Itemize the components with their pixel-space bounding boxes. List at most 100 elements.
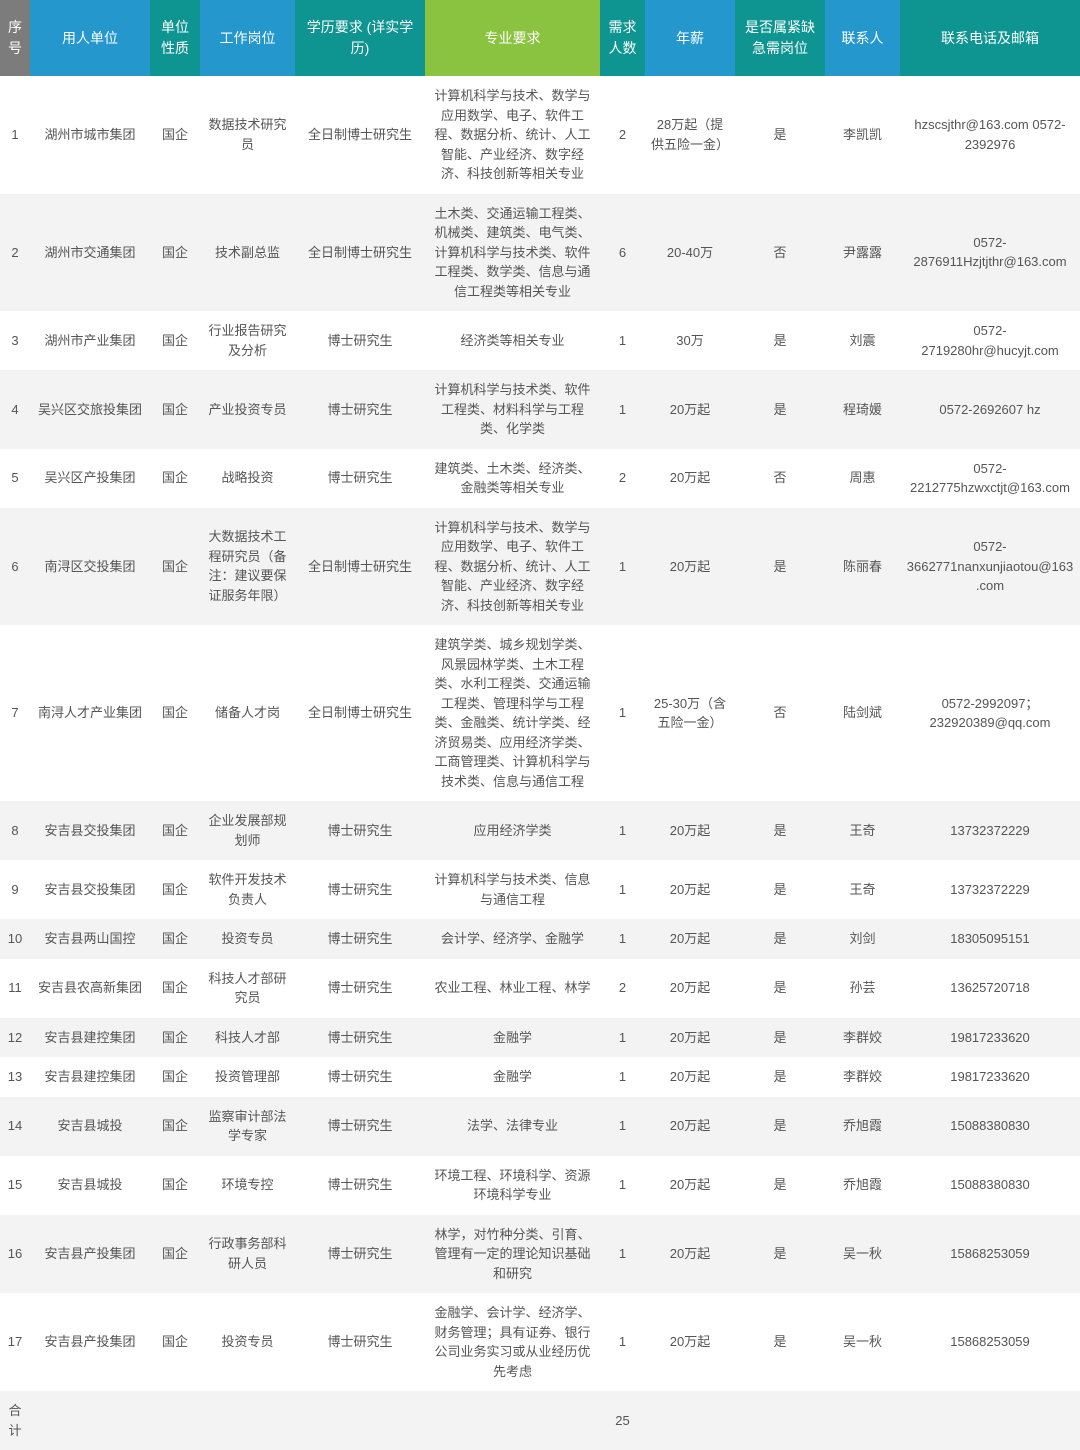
table-row: 4吴兴区交旅投集团国企产业投资专员博士研究生计算机科学与技术类、软件工程类、材料… bbox=[0, 370, 1080, 449]
cell: 金融学 bbox=[425, 1018, 600, 1058]
cell: 南浔人才产业集团 bbox=[30, 625, 150, 801]
cell: 20-40万 bbox=[645, 194, 735, 312]
cell: 科技人才部研究员 bbox=[200, 959, 295, 1018]
cell: 7 bbox=[0, 625, 30, 801]
cell: 安吉县交投集团 bbox=[30, 801, 150, 860]
cell: 储备人才岗 bbox=[200, 625, 295, 801]
cell: 全日制博士研究生 bbox=[295, 194, 425, 312]
cell: 吴兴区交旅投集团 bbox=[30, 370, 150, 449]
cell: 吴兴区产投集团 bbox=[30, 449, 150, 508]
cell: 1 bbox=[600, 370, 645, 449]
cell: 1 bbox=[600, 1293, 645, 1391]
cell: 5 bbox=[0, 449, 30, 508]
cell: 尹露露 bbox=[825, 194, 900, 312]
table-row: 15安吉县城投国企环境专控博士研究生环境工程、环境科学、资源环境科学专业120万… bbox=[0, 1156, 1080, 1215]
cell: 全日制博士研究生 bbox=[295, 76, 425, 194]
cell: 国企 bbox=[150, 1215, 200, 1294]
table-row: 11安吉县农高新集团国企科技人才部研究员博士研究生农业工程、林业工程、林学220… bbox=[0, 959, 1080, 1018]
cell: 2 bbox=[600, 449, 645, 508]
footer-total: 25 bbox=[600, 1391, 645, 1450]
cell: 国企 bbox=[150, 311, 200, 370]
cell: 博士研究生 bbox=[295, 1018, 425, 1058]
col-header-5: 专业要求 bbox=[425, 0, 600, 76]
cell: 3 bbox=[0, 311, 30, 370]
table-row: 12安吉县建控集团国企科技人才部博士研究生金融学120万起是李群姣1981723… bbox=[0, 1018, 1080, 1058]
cell: 14 bbox=[0, 1097, 30, 1156]
cell: 博士研究生 bbox=[295, 860, 425, 919]
cell: 南浔区交投集团 bbox=[30, 508, 150, 626]
cell: 陆剑斌 bbox=[825, 625, 900, 801]
cell: 经济类等相关专业 bbox=[425, 311, 600, 370]
cell: 法学、法律专业 bbox=[425, 1097, 600, 1156]
col-header-0: 序号 bbox=[0, 0, 30, 76]
cell: 国企 bbox=[150, 1097, 200, 1156]
cell: 博士研究生 bbox=[295, 311, 425, 370]
cell: 博士研究生 bbox=[295, 1156, 425, 1215]
cell: 科技人才部 bbox=[200, 1018, 295, 1058]
cell: 博士研究生 bbox=[295, 449, 425, 508]
cell: 国企 bbox=[150, 1018, 200, 1058]
cell: 17 bbox=[0, 1293, 30, 1391]
cell: 是 bbox=[735, 1018, 825, 1058]
table-row: 7南浔人才产业集团国企储备人才岗全日制博士研究生建筑学类、城乡规划学类、风景园林… bbox=[0, 625, 1080, 801]
col-header-2: 单位性质 bbox=[150, 0, 200, 76]
cell: 16 bbox=[0, 1215, 30, 1294]
cell: 计算机科学与技术类、软件工程类、材料科学与工程类、化学类 bbox=[425, 370, 600, 449]
cell: 安吉县产投集团 bbox=[30, 1293, 150, 1391]
cell: 战略投资 bbox=[200, 449, 295, 508]
cell: 国企 bbox=[150, 449, 200, 508]
cell: 乔旭霞 bbox=[825, 1156, 900, 1215]
cell: 吴一秋 bbox=[825, 1215, 900, 1294]
cell: 行业报告研究及分析 bbox=[200, 311, 295, 370]
col-header-9: 联系人 bbox=[825, 0, 900, 76]
cell: 博士研究生 bbox=[295, 1215, 425, 1294]
cell: 李群姣 bbox=[825, 1018, 900, 1058]
cell: 11 bbox=[0, 959, 30, 1018]
cell: 1 bbox=[600, 1097, 645, 1156]
cell: 国企 bbox=[150, 860, 200, 919]
cell: 大数据技术工程研究员（备注：建议要保证服务年限） bbox=[200, 508, 295, 626]
cell: 环境专控 bbox=[200, 1156, 295, 1215]
cell: 投资管理部 bbox=[200, 1057, 295, 1097]
cell: 1 bbox=[600, 1215, 645, 1294]
cell: 是 bbox=[735, 919, 825, 959]
cell: 20万起 bbox=[645, 449, 735, 508]
cell: 安吉县产投集团 bbox=[30, 1215, 150, 1294]
table-row: 3湖州市产业集团国企行业报告研究及分析博士研究生经济类等相关专业130万是刘震0… bbox=[0, 311, 1080, 370]
cell: 安吉县城投 bbox=[30, 1156, 150, 1215]
cell: 金融学 bbox=[425, 1057, 600, 1097]
cell: 0572-2719280hr@hucyjt.com bbox=[900, 311, 1080, 370]
col-header-4: 学历要求 (详实学历) bbox=[295, 0, 425, 76]
cell: 13732372229 bbox=[900, 801, 1080, 860]
cell: 否 bbox=[735, 194, 825, 312]
cell: 是 bbox=[735, 1057, 825, 1097]
cell: 28万起（提供五险一金） bbox=[645, 76, 735, 194]
cell: 国企 bbox=[150, 801, 200, 860]
cell: 湖州市交通集团 bbox=[30, 194, 150, 312]
cell: 0572-2992097；232920389@qq.com bbox=[900, 625, 1080, 801]
cell: 安吉县建控集团 bbox=[30, 1018, 150, 1058]
cell: 刘震 bbox=[825, 311, 900, 370]
cell: 20万起 bbox=[645, 1215, 735, 1294]
cell: 行政事务部科研人员 bbox=[200, 1215, 295, 1294]
cell: 计算机科学与技术、数学与应用数学、电子、软件工程、数据分析、统计、人工智能、产业… bbox=[425, 76, 600, 194]
cell: 是 bbox=[735, 508, 825, 626]
cell: 吴一秋 bbox=[825, 1293, 900, 1391]
cell: 应用经济学类 bbox=[425, 801, 600, 860]
cell: 农业工程、林业工程、林学 bbox=[425, 959, 600, 1018]
col-header-10: 联系电话及邮箱 bbox=[900, 0, 1080, 76]
cell: 博士研究生 bbox=[295, 1057, 425, 1097]
cell: 国企 bbox=[150, 370, 200, 449]
cell: 计算机科学与技术类、信息与通信工程 bbox=[425, 860, 600, 919]
cell: 1 bbox=[600, 1018, 645, 1058]
cell: 是 bbox=[735, 1097, 825, 1156]
cell: 会计学、经济学、金融学 bbox=[425, 919, 600, 959]
cell: 博士研究生 bbox=[295, 1293, 425, 1391]
cell: 9 bbox=[0, 860, 30, 919]
cell: 国企 bbox=[150, 919, 200, 959]
cell: 投资专员 bbox=[200, 919, 295, 959]
table-row: 1湖州市城市集团国企数据技术研究员全日制博士研究生计算机科学与技术、数学与应用数… bbox=[0, 76, 1080, 194]
cell: 20万起 bbox=[645, 1097, 735, 1156]
cell: 安吉县城投 bbox=[30, 1097, 150, 1156]
cell: 否 bbox=[735, 625, 825, 801]
